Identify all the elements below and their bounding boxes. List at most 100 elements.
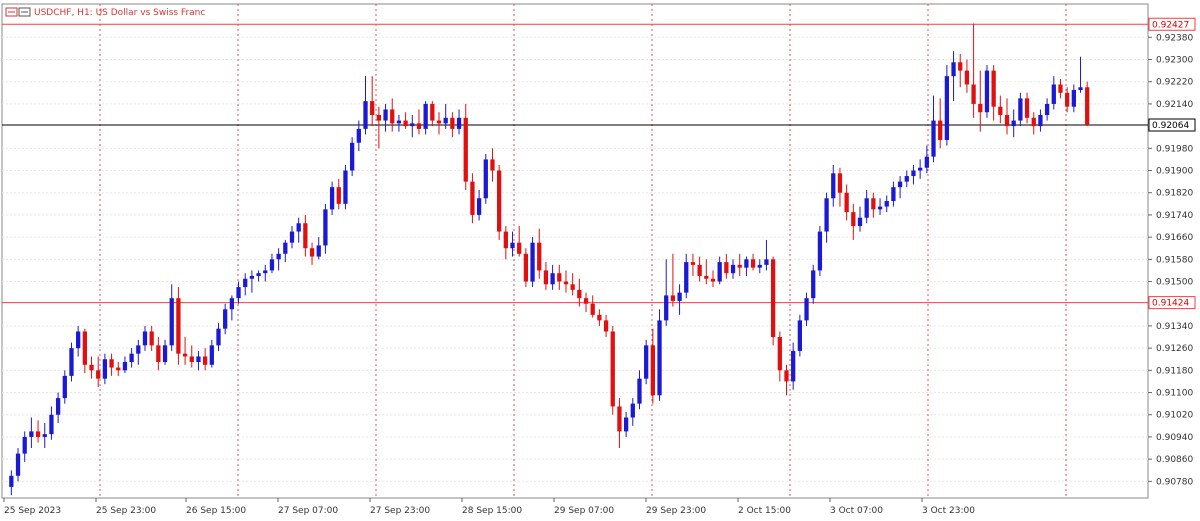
candle-body xyxy=(129,353,134,363)
y-tick-label: 0.91500 xyxy=(1156,278,1193,288)
candle-body xyxy=(617,406,622,432)
candle-body xyxy=(664,295,669,321)
candle-body xyxy=(296,223,301,232)
candle-body xyxy=(456,117,462,129)
candle-body xyxy=(403,120,408,127)
candle xyxy=(430,101,435,127)
candle xyxy=(537,228,542,279)
x-tick-label: 3 Oct 07:00 xyxy=(830,506,883,516)
candle xyxy=(403,112,408,129)
candle xyxy=(677,284,682,315)
candle xyxy=(650,328,655,404)
candle xyxy=(1038,109,1043,132)
candle xyxy=(269,253,275,274)
candle-body xyxy=(1071,90,1076,107)
y-tick-label: 0.90940 xyxy=(1156,433,1193,443)
candle-body xyxy=(236,287,241,299)
candle-body xyxy=(1018,98,1023,121)
y-tick-label: 0.91580 xyxy=(1156,255,1193,265)
candle-body xyxy=(964,70,970,85)
candle-body xyxy=(724,262,729,274)
candle xyxy=(35,420,41,443)
candle-body xyxy=(677,292,682,301)
chart-window-icon[interactable] xyxy=(5,7,31,17)
candle-body xyxy=(844,192,849,213)
grid xyxy=(1,3,1149,499)
y-tick-label: 0.91020 xyxy=(1156,411,1193,421)
candle xyxy=(22,431,27,462)
price-level-tag xyxy=(1148,17,1196,31)
y-tick-label: 0.91820 xyxy=(1156,189,1193,199)
candle-body xyxy=(303,223,308,249)
candle xyxy=(637,370,642,410)
candle-body xyxy=(884,201,889,207)
candle-body xyxy=(49,414,54,435)
candle xyxy=(182,337,188,365)
candle-body xyxy=(623,417,629,432)
candle-body xyxy=(530,242,535,282)
candle-body xyxy=(891,187,896,202)
candle-body xyxy=(737,264,742,268)
candle-body xyxy=(730,264,736,274)
candle-body xyxy=(430,103,435,121)
candle-body xyxy=(370,101,375,116)
candle-body xyxy=(924,156,929,168)
candle-body xyxy=(450,117,455,129)
candle xyxy=(176,287,181,365)
candle xyxy=(864,189,869,224)
candle-body xyxy=(630,403,635,418)
candle-body xyxy=(109,359,114,368)
candle xyxy=(410,115,415,138)
candle-body xyxy=(570,284,575,290)
candle-body xyxy=(670,295,676,301)
price-level-label: 0.92064 xyxy=(1152,121,1189,131)
x-tick-label: 26 Sep 15:00 xyxy=(186,506,246,516)
y-tick-label: 0.91260 xyxy=(1156,344,1193,354)
candle xyxy=(69,342,74,382)
candle-body xyxy=(543,270,549,285)
candle-body xyxy=(82,331,87,365)
candle-body xyxy=(644,345,649,379)
candle xyxy=(456,109,462,135)
candle-body xyxy=(791,350,796,382)
candle-body xyxy=(189,356,194,363)
candle-body xyxy=(463,117,468,182)
candle xyxy=(336,178,341,210)
candle xyxy=(623,411,629,437)
x-tick-label: 2 Oct 15:00 xyxy=(738,506,791,516)
candle xyxy=(897,176,903,199)
candle-body xyxy=(1031,117,1036,127)
candle-body xyxy=(1038,115,1043,127)
candle xyxy=(884,195,889,213)
candle xyxy=(811,264,816,304)
candle-body xyxy=(336,187,341,204)
y-tick-label: 0.90860 xyxy=(1156,455,1193,465)
candle xyxy=(837,167,843,207)
candle xyxy=(557,264,562,290)
candle xyxy=(764,239,769,271)
candle-body xyxy=(122,362,128,371)
candle-body xyxy=(22,436,27,454)
candle-body xyxy=(690,262,696,265)
candle-body xyxy=(116,367,121,371)
candle xyxy=(303,214,308,257)
candle xyxy=(877,198,883,215)
candle xyxy=(750,253,756,271)
candle xyxy=(329,181,335,215)
candle xyxy=(1071,84,1076,113)
candle-body xyxy=(704,275,709,279)
candle xyxy=(343,164,348,210)
candle-body xyxy=(650,345,655,396)
chart-header: USDCHF, H1: US Dollar vs Swiss Franc xyxy=(5,7,205,18)
candle xyxy=(938,98,943,149)
candle-body xyxy=(443,117,448,124)
candle-body xyxy=(29,431,34,437)
candle-body xyxy=(984,70,990,113)
candle-body xyxy=(857,217,863,227)
candle xyxy=(958,53,963,88)
candle-body xyxy=(684,262,689,293)
candle-body xyxy=(202,356,208,365)
candle-body xyxy=(390,109,395,124)
candle xyxy=(891,181,896,207)
